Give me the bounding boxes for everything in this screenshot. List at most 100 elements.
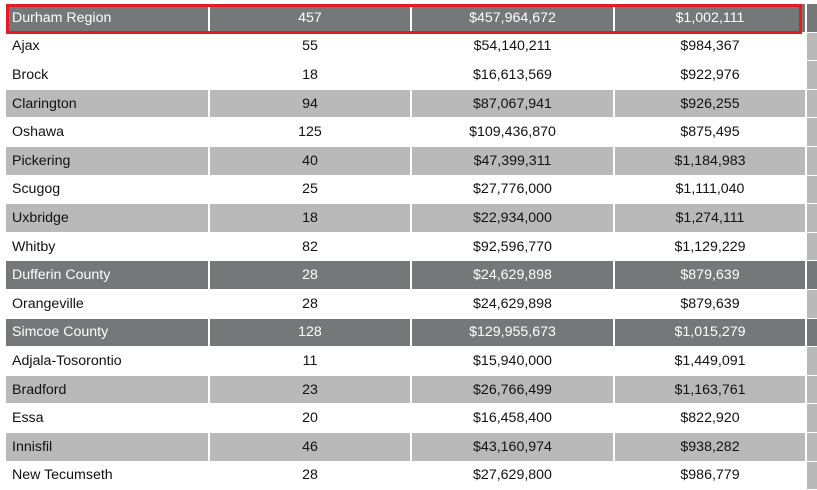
row-edge-cell bbox=[806, 32, 817, 62]
row-name-cell: Whitby bbox=[6, 232, 210, 262]
row-average-cell: $922,976 bbox=[614, 60, 807, 90]
row-name-cell: Uxbridge bbox=[6, 203, 210, 233]
row-name-cell: Adjala-Tosorontio bbox=[6, 346, 210, 376]
table-row: Bradford 23 $26,766,499 $1,163,761 bbox=[6, 375, 817, 405]
row-edge-cell bbox=[806, 146, 817, 176]
table-row: Dufferin County 28 $24,629,898 $879,639 bbox=[6, 260, 817, 290]
row-count-cell: 82 bbox=[209, 232, 412, 262]
table-row: Durham Region 457 $457,964,672 $1,002,11… bbox=[6, 4, 817, 33]
row-average-cell: $1,274,111 bbox=[614, 203, 807, 233]
table-row: Orangeville 28 $24,629,898 $879,639 bbox=[6, 289, 817, 319]
table-row: Whitby 82 $92,596,770 $1,129,229 bbox=[6, 232, 817, 262]
row-edge-cell bbox=[806, 318, 817, 348]
row-edge-cell bbox=[806, 289, 817, 319]
row-total-cell: $87,067,941 bbox=[411, 89, 615, 119]
row-total-cell: $109,436,870 bbox=[411, 117, 615, 147]
row-count-cell: 28 bbox=[209, 461, 412, 490]
row-average-cell: $1,015,279 bbox=[614, 318, 807, 348]
row-average-cell: $1,002,111 bbox=[614, 4, 807, 33]
row-average-cell: $926,255 bbox=[614, 89, 807, 119]
row-average-cell: $938,282 bbox=[614, 432, 807, 462]
table-row: Essa 20 $16,458,400 $822,920 bbox=[6, 403, 817, 433]
row-name-cell: Clarington bbox=[6, 89, 210, 119]
row-total-cell: $54,140,211 bbox=[411, 32, 615, 62]
row-count-cell: 28 bbox=[209, 289, 412, 319]
row-edge-cell bbox=[806, 403, 817, 433]
row-count-cell: 125 bbox=[209, 117, 412, 147]
row-count-cell: 18 bbox=[209, 60, 412, 90]
row-average-cell: $1,111,040 bbox=[614, 175, 807, 205]
row-average-cell: $1,129,229 bbox=[614, 232, 807, 262]
row-edge-cell bbox=[806, 89, 817, 119]
municipal-data-table: Durham Region 457 $457,964,672 $1,002,11… bbox=[6, 4, 817, 490]
row-count-cell: 94 bbox=[209, 89, 412, 119]
row-name-cell: Pickering bbox=[6, 146, 210, 176]
row-count-cell: 40 bbox=[209, 146, 412, 176]
table-row: Simcoe County 128 $129,955,673 $1,015,27… bbox=[6, 318, 817, 348]
row-count-cell: 20 bbox=[209, 403, 412, 433]
row-total-cell: $16,613,569 bbox=[411, 60, 615, 90]
row-name-cell: New Tecumseth bbox=[6, 461, 210, 490]
row-name-cell: Durham Region bbox=[6, 4, 210, 33]
row-average-cell: $1,184,983 bbox=[614, 146, 807, 176]
row-count-cell: 128 bbox=[209, 318, 412, 348]
row-count-cell: 457 bbox=[209, 4, 412, 33]
data-sheet: Durham Region 457 $457,964,672 $1,002,11… bbox=[6, 4, 817, 490]
table-row: Oshawa 125 $109,436,870 $875,495 bbox=[6, 117, 817, 147]
row-edge-cell bbox=[806, 60, 817, 90]
row-total-cell: $43,160,974 bbox=[411, 432, 615, 462]
row-edge-cell bbox=[806, 346, 817, 376]
table-row: Adjala-Tosorontio 11 $15,940,000 $1,449,… bbox=[6, 346, 817, 376]
row-total-cell: $24,629,898 bbox=[411, 289, 615, 319]
row-total-cell: $129,955,673 bbox=[411, 318, 615, 348]
row-count-cell: 55 bbox=[209, 32, 412, 62]
row-total-cell: $24,629,898 bbox=[411, 260, 615, 290]
row-edge-cell bbox=[806, 175, 817, 205]
row-count-cell: 28 bbox=[209, 260, 412, 290]
row-name-cell: Simcoe County bbox=[6, 318, 210, 348]
row-name-cell: Essa bbox=[6, 403, 210, 433]
row-count-cell: 23 bbox=[209, 375, 412, 405]
row-edge-cell bbox=[806, 4, 817, 33]
row-average-cell: $1,449,091 bbox=[614, 346, 807, 376]
table-row: Scugog 25 $27,776,000 $1,111,040 bbox=[6, 175, 817, 205]
row-count-cell: 11 bbox=[209, 346, 412, 376]
table-row: Clarington 94 $87,067,941 $926,255 bbox=[6, 89, 817, 119]
row-name-cell: Dufferin County bbox=[6, 260, 210, 290]
row-average-cell: $879,639 bbox=[614, 260, 807, 290]
row-average-cell: $1,163,761 bbox=[614, 375, 807, 405]
row-average-cell: $822,920 bbox=[614, 403, 807, 433]
row-total-cell: $92,596,770 bbox=[411, 232, 615, 262]
row-edge-cell bbox=[806, 375, 817, 405]
row-name-cell: Scugog bbox=[6, 175, 210, 205]
row-name-cell: Innisfil bbox=[6, 432, 210, 462]
row-total-cell: $26,766,499 bbox=[411, 375, 615, 405]
row-edge-cell bbox=[806, 232, 817, 262]
row-name-cell: Ajax bbox=[6, 32, 210, 62]
row-edge-cell bbox=[806, 203, 817, 233]
table-row: New Tecumseth 28 $27,629,800 $986,779 bbox=[6, 461, 817, 490]
row-total-cell: $15,940,000 bbox=[411, 346, 615, 376]
row-total-cell: $22,934,000 bbox=[411, 203, 615, 233]
row-count-cell: 25 bbox=[209, 175, 412, 205]
row-total-cell: $27,776,000 bbox=[411, 175, 615, 205]
row-name-cell: Oshawa bbox=[6, 117, 210, 147]
table-row: Innisfil 46 $43,160,974 $938,282 bbox=[6, 432, 817, 462]
row-edge-cell bbox=[806, 260, 817, 290]
table-row: Uxbridge 18 $22,934,000 $1,274,111 bbox=[6, 203, 817, 233]
row-count-cell: 46 bbox=[209, 432, 412, 462]
row-average-cell: $986,779 bbox=[614, 461, 807, 490]
row-average-cell: $984,367 bbox=[614, 32, 807, 62]
table-row: Pickering 40 $47,399,311 $1,184,983 bbox=[6, 146, 817, 176]
row-name-cell: Orangeville bbox=[6, 289, 210, 319]
row-average-cell: $879,639 bbox=[614, 289, 807, 319]
row-name-cell: Bradford bbox=[6, 375, 210, 405]
row-edge-cell bbox=[806, 461, 817, 490]
row-count-cell: 18 bbox=[209, 203, 412, 233]
row-edge-cell bbox=[806, 432, 817, 462]
table-row: Brock 18 $16,613,569 $922,976 bbox=[6, 60, 817, 90]
table-row: Ajax 55 $54,140,211 $984,367 bbox=[6, 32, 817, 62]
row-total-cell: $16,458,400 bbox=[411, 403, 615, 433]
row-name-cell: Brock bbox=[6, 60, 210, 90]
row-edge-cell bbox=[806, 117, 817, 147]
